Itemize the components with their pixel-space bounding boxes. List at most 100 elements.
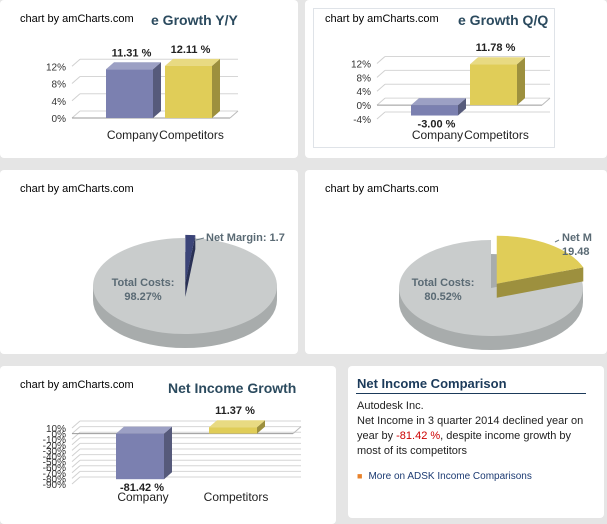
- net-income-comparison-panel: Net Income Comparison Autodesk Inc. Net …: [348, 366, 604, 518]
- grid-line: [71, 93, 81, 102]
- amcharts-credit[interactable]: chart by amCharts.com: [20, 183, 134, 195]
- bar-side: [164, 426, 172, 480]
- y-tick-label: -30%: [43, 446, 66, 457]
- value-label: -3.00 %: [418, 119, 456, 131]
- pie-chart-company-margin: Total Costs: 98.27% Net Margin: 1.7: [93, 232, 285, 348]
- comparison-sentence: Net Income in 3 quarter 2014 declined ye…: [357, 414, 593, 459]
- chart-panel-margin-company: Total Costs: 98.27% Net Margin: 1.7 chart …: [0, 170, 298, 354]
- y-tick-label: 0%: [357, 101, 372, 112]
- bullet-icon: ■: [357, 471, 363, 481]
- y-tick-label: -40%: [43, 452, 66, 463]
- amcharts-credit[interactable]: chart by amCharts.com: [325, 183, 439, 195]
- category-label: Company: [117, 490, 168, 504]
- pie-chart-competitors-margin: Total Costs: 80.52% Net M 19.48: [399, 232, 592, 350]
- grid-line: [376, 97, 386, 106]
- bar-top: [470, 57, 525, 65]
- chart-title: Net Income Growth: [168, 380, 297, 396]
- comparison-text: Autodesk Inc. Net Income in 3 quarter 20…: [357, 399, 593, 459]
- grid-line: [71, 420, 81, 429]
- y-tick-label: -4%: [353, 115, 371, 126]
- grid-line: [71, 437, 81, 446]
- plot-frame: [313, 8, 555, 148]
- bar-side: [257, 420, 265, 434]
- slice-label: Net Margin: 1.7: [206, 232, 285, 244]
- baseline-depth: [229, 110, 239, 119]
- grid-line: [71, 448, 81, 457]
- bar: [116, 433, 164, 480]
- category-label: Company: [107, 128, 158, 142]
- bar-side: [517, 57, 525, 106]
- link-text: More on ADSK Income Comparisons: [368, 471, 532, 482]
- grid-line: [376, 83, 386, 92]
- slice-leader-line: [195, 237, 205, 241]
- slice-label: Net M: [562, 232, 592, 244]
- bar: [165, 65, 212, 118]
- bar-top: [116, 426, 172, 434]
- sentence-start: Net Income in 3 quarter 2014 declined ye…: [357, 415, 584, 442]
- pie-slice-net-margin: [496, 235, 584, 284]
- company-name: Autodesk Inc.: [357, 400, 424, 412]
- sentence-end: , despite income growth by most of its c…: [357, 430, 572, 457]
- slice-value-label: 98.27%: [124, 291, 162, 303]
- baseline-depth: [541, 97, 551, 106]
- category-label: Competitors: [159, 128, 224, 142]
- slice-label: Total Costs:: [112, 277, 175, 289]
- bar: [470, 64, 517, 106]
- y-tick-label: 4%: [357, 87, 372, 98]
- chart-panel-growth-qq: 12% 8% 4% 0% -4% -3.00 % Company 11.78 % Competi…: [305, 0, 607, 158]
- amcharts-credit[interactable]: chart by amCharts.com: [325, 13, 439, 25]
- bar-side: [212, 58, 220, 118]
- grid-line: [71, 459, 81, 468]
- y-tick-label: 8%: [52, 80, 67, 91]
- chart-title: e Growth Q/Q: [458, 12, 549, 28]
- bar-chart-growth-qq: 12% 8% 4% 0% -4% -3.00 %Company 11.78 % Competi…: [351, 42, 551, 142]
- grid-line: [71, 76, 81, 84]
- grid-line: [71, 471, 81, 479]
- pie-slice-side: [185, 235, 196, 297]
- bar-chart-growth-yy: 12% 8% 4% 0% 11.31 % Company 12.11 % Competitor…: [46, 44, 239, 142]
- slice-leader-line: [554, 239, 560, 243]
- y-tick-label: -80%: [43, 474, 66, 485]
- y-tick-label: 0%: [52, 430, 67, 441]
- pie-slice-net-margin: [185, 234, 196, 283]
- grid-line: [71, 426, 81, 434]
- pie-slice-total-costs: [399, 240, 583, 336]
- bar-top: [165, 58, 220, 66]
- grid-line: [376, 69, 386, 78]
- amcharts-credit[interactable]: chart by amCharts.com: [20, 13, 134, 25]
- bar-top: [106, 62, 161, 70]
- y-tick-label: 0%: [52, 114, 67, 125]
- amcharts-credit[interactable]: chart by amCharts.com: [20, 379, 134, 391]
- y-tick-label: 4%: [52, 97, 67, 108]
- grid-line: [71, 58, 81, 67]
- grid-line: [71, 465, 81, 474]
- pie-slice-side: [496, 267, 584, 298]
- value-label: 11.78 %: [476, 42, 516, 54]
- grid-line: [71, 454, 81, 462]
- bar-top: [209, 420, 265, 428]
- change-value: -81.42 %: [396, 430, 441, 442]
- y-tick-label: 10%: [46, 424, 66, 435]
- value-label: 12.11 %: [171, 44, 211, 56]
- income-comparisons-link[interactable]: ■ More on ADSK Income Comparisons: [357, 471, 532, 482]
- bar: [411, 105, 458, 116]
- grid-line: [376, 111, 386, 120]
- category-label: Competitors: [464, 128, 529, 142]
- value-label: 11.31 %: [112, 47, 152, 59]
- y-tick-label: -50%: [43, 458, 66, 469]
- category-label: Competitors: [204, 490, 269, 504]
- grid-line: [71, 476, 81, 485]
- bar-chart-net-income-growth: 10%0%-10%-20%-30%-40%-50%-60%-70%-80%-90…: [43, 405, 302, 504]
- category-label: Company: [412, 128, 463, 142]
- chart-title: e Growth Y/Y: [151, 12, 238, 28]
- slice-value-label: 19.48: [562, 246, 590, 258]
- baseline-depth: [292, 426, 302, 434]
- y-tick-label: -10%: [43, 435, 66, 446]
- grid-line: [376, 56, 386, 64]
- bar-side: [153, 62, 161, 118]
- y-tick-label: 12%: [351, 59, 371, 70]
- slice-value-label: 80.52%: [424, 291, 462, 303]
- comparison-title: Net Income Comparison: [357, 376, 507, 391]
- grid-line: [71, 110, 81, 119]
- chart-panel-margin-competitors: Total Costs: 80.52% Net M 19.48 chart by am…: [305, 170, 607, 354]
